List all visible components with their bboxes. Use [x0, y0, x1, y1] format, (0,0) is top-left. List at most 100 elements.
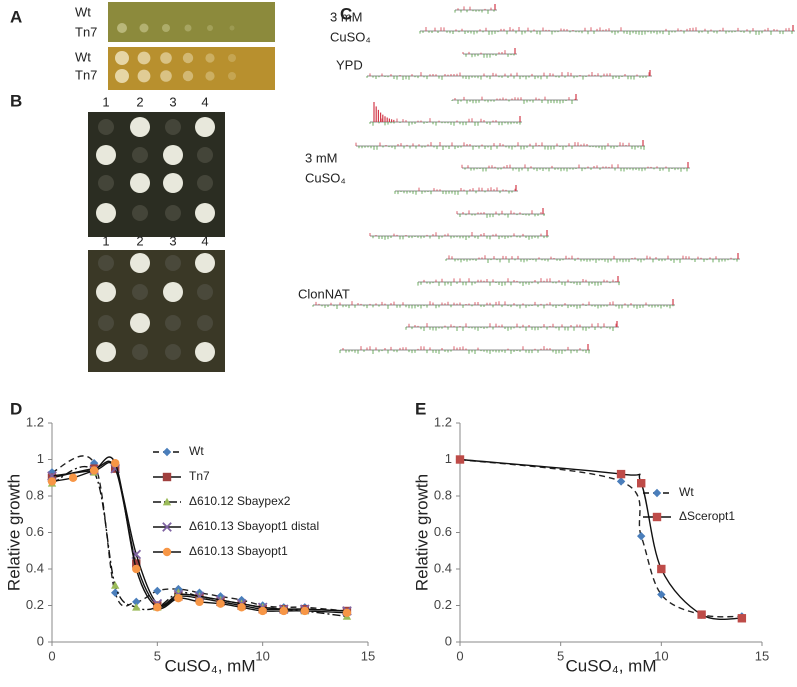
marker: [300, 606, 309, 616]
marker: [153, 603, 162, 612]
colony: [165, 205, 181, 221]
condition-label: CuSO₄: [330, 29, 371, 44]
y-tick-label: 0.8: [434, 487, 452, 502]
marker: [111, 581, 120, 589]
x-tick-label: 15: [755, 648, 769, 663]
marker: [455, 455, 465, 464]
series-line: [459, 458, 742, 618]
colony: [115, 69, 129, 83]
colony: [130, 117, 150, 137]
legend-marker: [162, 447, 172, 457]
colony: [98, 315, 114, 331]
marker: [89, 466, 99, 475]
colony: [137, 69, 151, 83]
y-tick-label: 1.2: [26, 414, 44, 429]
colony: [205, 71, 215, 81]
marker: [132, 559, 141, 568]
y-tick-label: 0.4: [434, 560, 452, 575]
strain-label: Tn7: [75, 24, 97, 39]
x-tick-label: 15: [361, 648, 375, 663]
y-tick-label: 0.4: [26, 560, 44, 575]
colony: [195, 117, 215, 137]
marker: [174, 594, 183, 603]
series-line: [51, 465, 348, 618]
plate-strip: [108, 2, 275, 42]
colony: [163, 145, 183, 165]
strain-label: Tn7: [75, 67, 97, 82]
condition-label: CuSO₄: [305, 170, 346, 185]
marker: [616, 469, 626, 479]
legend-marker: [162, 472, 172, 482]
colony: [139, 23, 149, 33]
condition-label: ClonNAT: [298, 286, 350, 301]
y-tick-label: 1: [37, 451, 44, 466]
colony: [132, 284, 148, 300]
panel-label: A: [10, 7, 22, 26]
column-label: 2: [136, 233, 143, 248]
condition-label: 3 mM: [305, 150, 338, 165]
colony: [165, 315, 181, 331]
colony: [197, 284, 213, 300]
y-tick-label: 0.6: [26, 524, 44, 539]
marker: [258, 606, 267, 616]
strain-label: Wt: [75, 49, 91, 64]
panel-label: D: [10, 399, 22, 418]
marker: [195, 597, 204, 607]
marker: [111, 588, 120, 597]
y-tick-label: 1: [445, 451, 452, 466]
column-label: 1: [102, 94, 109, 109]
series-line: [51, 460, 347, 612]
column-label: 4: [201, 233, 208, 248]
colony: [130, 313, 150, 333]
marker: [132, 597, 141, 607]
legend-label: Wt: [679, 485, 694, 499]
x-tick-label: 10: [654, 648, 668, 663]
y-tick-label: 0.6: [434, 524, 452, 539]
colony: [96, 145, 116, 165]
y-axis-label: Relative growth: [412, 474, 431, 591]
column-label: 3: [169, 94, 176, 109]
marker: [657, 590, 666, 599]
y-axis-label: Relative growth: [4, 474, 23, 591]
x-tick-label: 5: [557, 648, 564, 663]
x-axis-label: CuSO₄, mM: [565, 656, 656, 675]
colony: [160, 52, 172, 64]
y-tick-label: 0.2: [26, 597, 44, 612]
legend-label: Δ610.12 Sbaypex2: [189, 494, 291, 508]
marker: [153, 586, 162, 596]
colony: [197, 175, 213, 191]
y-tick-label: 0.8: [26, 487, 44, 502]
marker: [132, 564, 141, 574]
column-label: 4: [201, 94, 208, 109]
colony: [96, 282, 116, 302]
colony: [98, 255, 114, 271]
legend-marker: [162, 522, 172, 532]
strain-label: Wt: [75, 4, 91, 19]
panel-label: C: [340, 4, 352, 23]
legend-marker: [162, 547, 172, 557]
colony: [130, 253, 150, 273]
colony: [115, 51, 129, 65]
colony: [96, 203, 116, 223]
series-line: [459, 458, 742, 621]
legend-label: ΔSceropt1: [679, 509, 735, 523]
x-axis-label: CuSO₄, mM: [164, 656, 255, 675]
colony: [228, 54, 236, 62]
colony: [132, 147, 148, 163]
colony: [163, 282, 183, 302]
colony: [98, 119, 114, 135]
marker: [697, 610, 706, 619]
colony: [182, 52, 194, 64]
panel-label: E: [415, 399, 426, 418]
colony: [160, 70, 172, 82]
colony: [98, 175, 114, 191]
legend-label: Δ610.13 Sbayopt1 distal: [189, 519, 319, 533]
marker: [111, 458, 120, 468]
marker: [637, 479, 646, 488]
colony: [229, 25, 235, 31]
plate-strip: [108, 47, 275, 90]
y-tick-label: 0: [37, 633, 44, 648]
colony: [205, 53, 215, 63]
colony: [228, 72, 236, 80]
